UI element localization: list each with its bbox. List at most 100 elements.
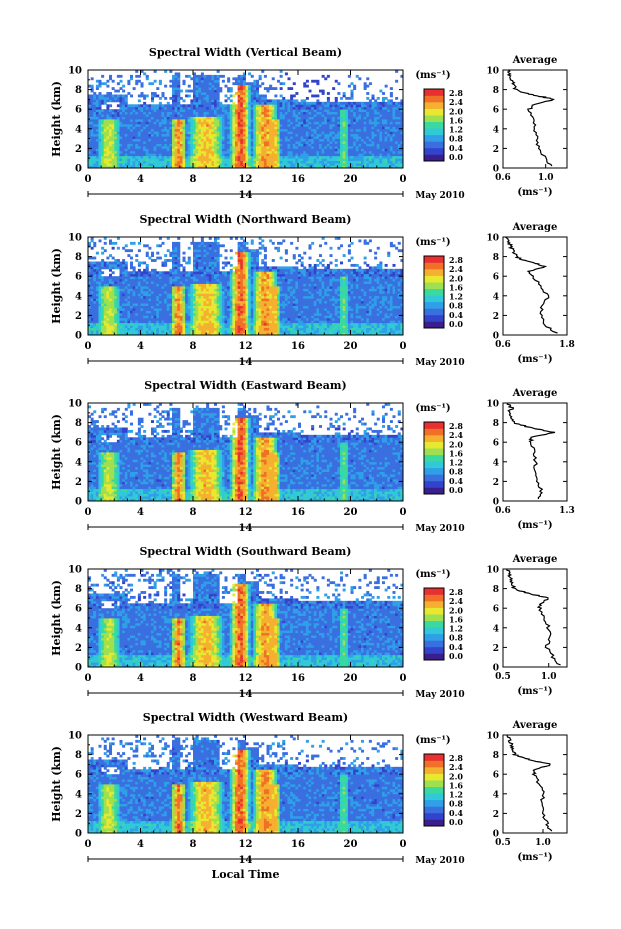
heatmap-cell [135,111,139,115]
heatmap-cell [151,286,155,289]
heatmap-cell [95,150,99,154]
heatmap-cell [164,70,168,73]
heatmap-cell [182,99,186,103]
heatmap-cell [208,121,212,125]
heatmap-cell [103,109,107,113]
heatmap-cell [305,145,309,149]
heatmap-cell [211,138,215,142]
x-tick-label: 8 [190,174,197,185]
heatmap-cell [292,138,296,142]
heatmap-cell [340,133,344,137]
heatmap-cell [145,330,149,333]
heatmap-cell [350,116,354,120]
heatmap-cell [368,128,372,132]
heatmap-cell [116,288,120,292]
heatmap-cell [148,121,152,125]
heatmap-cell [145,121,149,125]
heatmap-cell [279,163,283,166]
heatmap-cell [248,150,252,154]
heatmap-cell [124,327,128,331]
heatmap-cell [93,315,97,319]
heatmap-cell [313,145,317,149]
heatmap-cell [382,116,386,120]
heatmap-cell [93,241,97,245]
heatmap-cell [253,143,257,147]
heatmap-cell [143,121,147,125]
heatmap-cell [374,123,378,127]
heatmap-cell [143,158,147,162]
heatmap-cell [298,158,302,162]
heatmap-cell [263,87,267,90]
heatmap-cell [140,288,144,292]
heatmap-cell [389,104,393,108]
heatmap-cell [211,94,215,98]
heatmap-cell [361,138,365,142]
heatmap-cell [248,138,252,142]
heatmap-cell [216,109,220,113]
heatmap-cell [145,145,149,149]
heatmap-cell [101,163,105,166]
heatmap-cell [174,114,178,117]
heatmap-cell [353,131,357,135]
heatmap-cell [279,143,283,147]
heatmap-cell [387,123,391,127]
heatmap-cell [109,310,113,314]
heatmap-cell [116,322,120,326]
heatmap-cell [179,312,183,316]
heatmap-cell [114,286,118,289]
heatmap-cell [124,136,128,139]
heatmap-cell [206,109,210,113]
heatmap-cell [174,254,178,257]
heatmap-cell [221,79,225,83]
heatmap-cell [303,101,307,105]
heatmap-cell [135,126,139,130]
heatmap-cell [287,150,291,154]
heatmap-cell [313,111,317,115]
heatmap-cell [130,317,134,321]
heatmap-cell [355,106,359,110]
heatmap-cell [158,327,162,331]
heatmap-cell [90,109,94,113]
heatmap-cell [124,295,128,299]
heatmap-cell [311,128,315,132]
heatmap-cell [185,312,189,316]
heatmap-cell [90,116,94,120]
heatmap-cell [193,155,197,159]
heatmap-cell [179,121,183,125]
heatmap-cell [98,268,102,272]
heatmap-cell [98,94,102,98]
heatmap-cell [326,92,330,95]
heatmap-cell [277,158,281,162]
heatmap-cell [132,106,136,110]
heatmap-cell [98,305,102,309]
heatmap-cell [397,136,401,139]
heatmap-cell [350,150,354,154]
heatmap-cell [190,77,194,81]
heatmap-cell [127,165,131,169]
heatmap-cell [177,101,181,105]
heatmap-cell [274,126,278,130]
heatmap-cell [216,128,220,132]
heatmap-cell [256,84,260,88]
heatmap-cell [324,138,328,142]
heatmap-cell [384,126,388,130]
heatmap-cell [119,330,123,333]
heatmap-cell [308,119,312,122]
heatmap-cell [337,119,341,122]
heatmap-cell [397,123,401,127]
heatmap-cell [248,160,252,164]
heatmap-cell [216,126,220,130]
heatmap-cell [122,163,126,166]
heatmap-cell [148,300,152,304]
heatmap-cell [214,87,218,90]
heatmap-cell [221,119,225,122]
heatmap-cell [271,123,275,127]
heatmap-cell [174,141,178,144]
heatmap-cell [300,99,304,103]
heatmap-cell [211,160,215,164]
heatmap-cell [308,104,312,108]
heatmap-cell [211,79,215,83]
heatmap-cell [148,143,152,147]
heatmap-cell [211,84,215,88]
heatmap-cell [158,325,162,329]
